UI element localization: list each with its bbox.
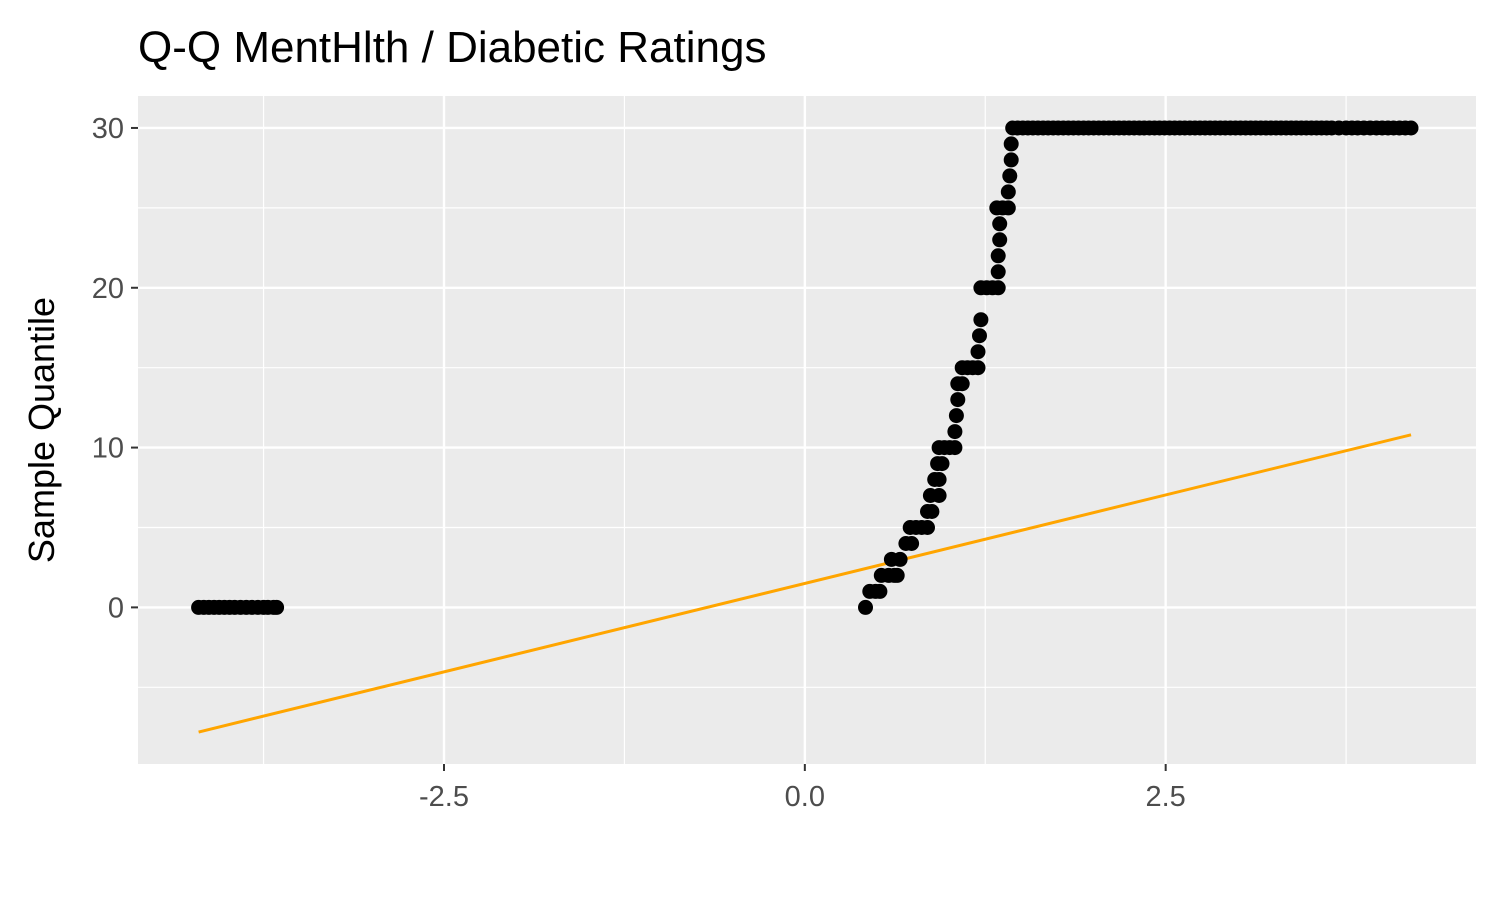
- sample-point-55: [973, 312, 989, 328]
- y-axis-ticks: 0 10 20 30: [92, 113, 138, 624]
- sample-point-37: [931, 472, 947, 487]
- sample-point-59: [990, 280, 1006, 296]
- sample-point-54: [972, 328, 987, 344]
- sample-point-46: [950, 392, 966, 408]
- sample-point-45: [948, 408, 964, 424]
- sample-point-63: [992, 216, 1008, 232]
- sample-point-61: [990, 248, 1006, 264]
- sample-point-19: [872, 583, 888, 599]
- y-tick-label-1: 10: [92, 433, 124, 465]
- sample-point-53: [970, 344, 986, 360]
- sample-point-66: [1000, 200, 1016, 216]
- x-tick-label-1: 0.0: [785, 781, 825, 813]
- sample-point-33: [924, 504, 940, 519]
- x-tick-label-2: 2.5: [1146, 781, 1186, 813]
- sample-point-147: [1403, 120, 1419, 136]
- y-tick-label-2: 20: [92, 273, 124, 305]
- sample-point-39: [934, 456, 950, 472]
- reference-line: [198, 433, 1412, 734]
- sample-point-68: [1002, 168, 1018, 184]
- sample-point-52: [970, 360, 986, 376]
- sample-point-69: [1003, 152, 1019, 168]
- sample-point-43: [947, 440, 963, 456]
- y-tick-label-0: 0: [108, 592, 124, 624]
- sample-points: [191, 120, 1419, 615]
- grid-minor: [138, 96, 1476, 764]
- x-tick-label-0: -2.5: [419, 781, 469, 813]
- sample-point-31: [920, 520, 935, 535]
- plot-panel: [138, 96, 1476, 764]
- y-axis-title: Sample Quantile: [21, 297, 62, 563]
- sample-point-27: [904, 536, 920, 551]
- sample-point-23: [889, 567, 905, 583]
- reference-line-segment: [198, 433, 1412, 734]
- sample-point-62: [992, 232, 1008, 248]
- sample-point-60: [990, 264, 1006, 280]
- sample-point-67: [1000, 184, 1016, 200]
- sample-point-44: [947, 424, 963, 440]
- sample-point-70: [1003, 136, 1019, 152]
- sample-point-15: [269, 599, 285, 615]
- sample-point-25: [892, 551, 908, 567]
- sample-point-16: [858, 599, 873, 615]
- chart-title: Q-Q MentHlth / Diabetic Ratings: [138, 23, 766, 72]
- sample-point-35: [931, 488, 947, 503]
- y-tick-label-3: 30: [92, 113, 124, 145]
- sample-point-48: [954, 376, 970, 392]
- x-axis-ticks: -2.5 0.0 2.5: [419, 764, 1186, 813]
